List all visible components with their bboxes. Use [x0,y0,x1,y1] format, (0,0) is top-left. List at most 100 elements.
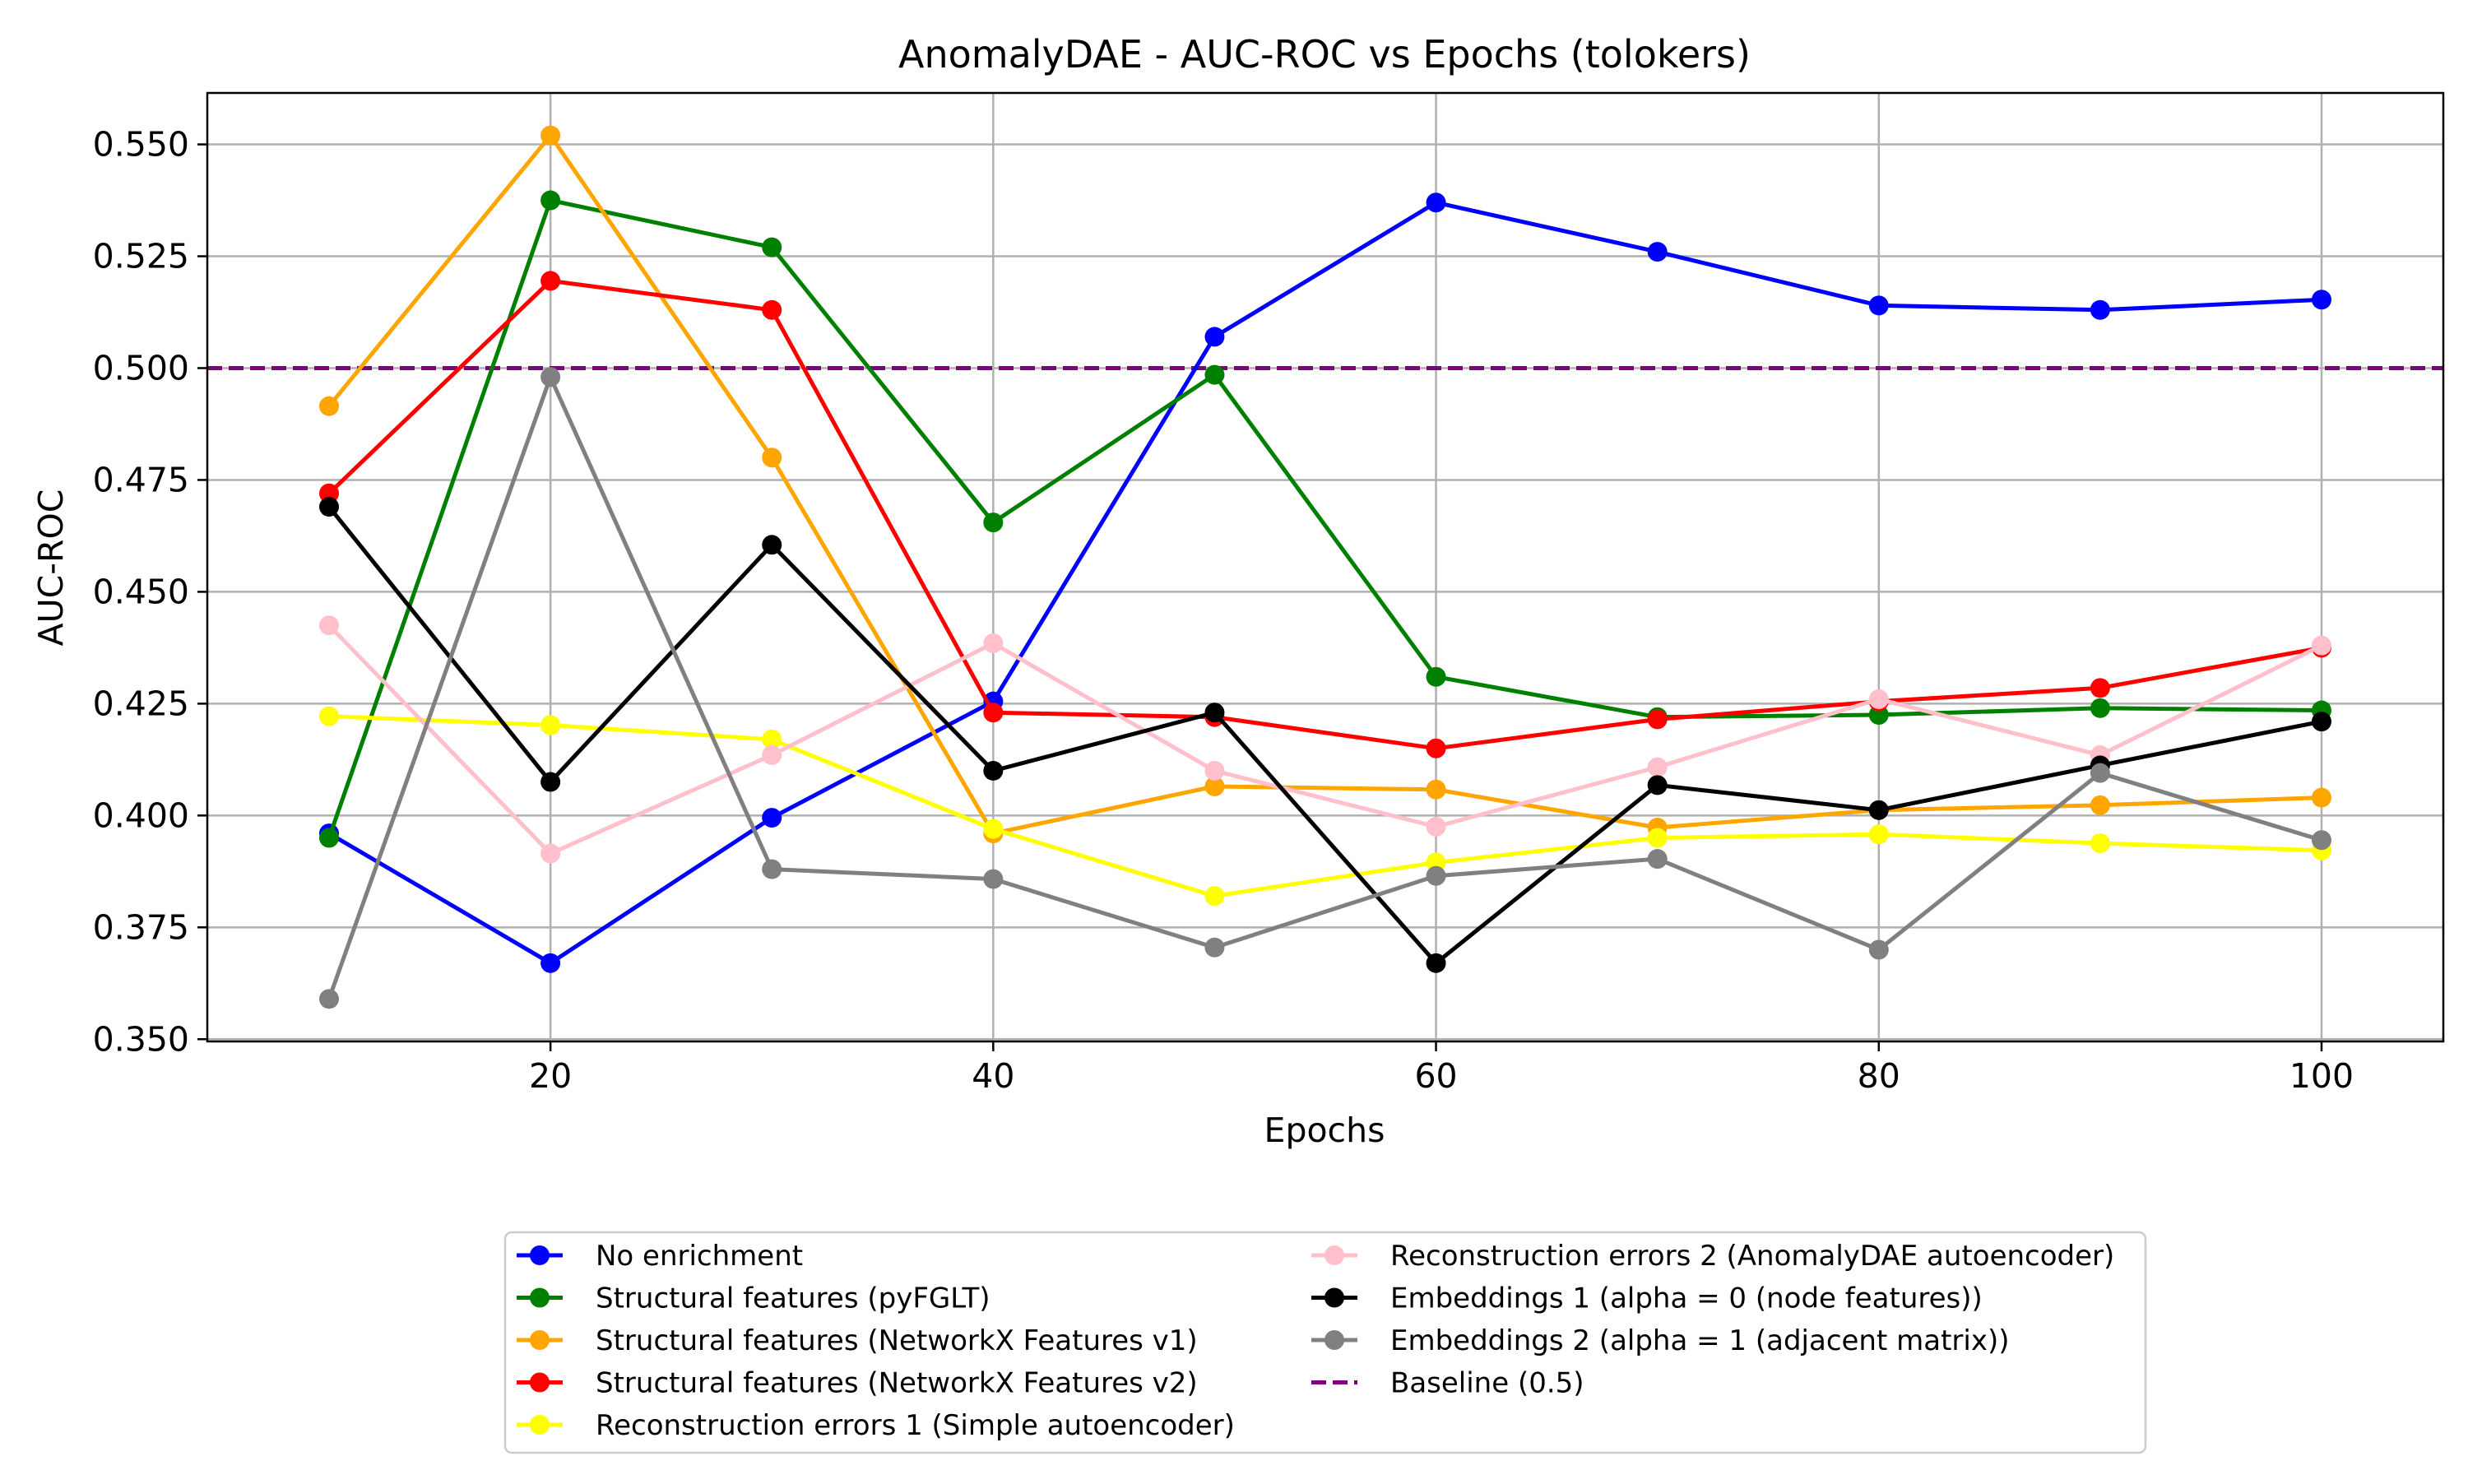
data-point [1647,849,1668,870]
y-axis-label: AUC-ROC [31,489,71,647]
data-point [540,953,561,973]
data-point [319,615,340,636]
data-point [319,497,340,517]
y-tick-label: 0.350 [93,1019,189,1059]
data-point [1426,738,1446,758]
y-tick-label: 0.400 [93,795,189,835]
series-line [328,714,2322,898]
data-point [762,299,782,320]
data-point [1647,757,1668,777]
data-point [2311,712,2331,732]
data-point [540,125,561,146]
data-point [983,512,1004,533]
data-point [762,808,782,828]
data-point [2311,787,2331,808]
data-point [762,859,782,879]
series-line [327,624,2323,856]
data-point [762,729,782,749]
data-point [762,448,782,468]
data-point [319,828,340,848]
legend-label: Structural features (NetworkX Features v… [596,1324,1198,1357]
legend-entry: Reconstruction errors 1 (Simple autoenco… [517,1409,1235,1442]
data-point [2311,290,2331,310]
data-point [1426,192,1446,213]
legend-label: Reconstruction errors 2 (AnomalyDAE auto… [1390,1240,2114,1273]
y-tick-label: 0.425 [93,684,189,723]
data-point [2090,299,2110,320]
legend-label: No enrichment [596,1240,803,1273]
data-point [2090,795,2110,815]
data-point [983,633,1004,653]
legend-entry: Structural features (NetworkX Features v… [517,1367,1198,1400]
axis-ticks: 20 40 60 80 100 0.350 0.375 0.400 0.425 0.450 0.47… [93,125,2354,1096]
chart-title: AnomalyDAE - AUC-ROC vs Epochs (tolokers… [898,32,1751,77]
legend-entry: Baseline (0.5) [1311,1367,1584,1400]
y-tick-label: 0.375 [93,907,189,947]
legend-swatch-marker [530,1415,550,1435]
data-point [1426,666,1446,687]
data-point [319,396,340,416]
data-point [1647,775,1668,795]
data-point [1204,364,1225,385]
data-point [1426,865,1446,886]
data-point [1868,824,1889,845]
data-point [319,706,340,726]
data-point [762,744,782,765]
legend-items: No enrichment Structural features (pyFGLT… [517,1240,2114,1442]
data-point [1204,760,1225,781]
data-point [1204,776,1225,796]
data-point [540,271,561,291]
x-tick-label: 80 [1858,1056,1900,1096]
data-point [1868,939,1889,960]
y-tick-label: 0.500 [93,348,189,387]
legend-label: Reconstruction errors 1 (Simple autoenco… [596,1409,1235,1442]
data-point [2090,678,2110,698]
data-point [1426,953,1446,973]
legend-entry: Embeddings 2 (alpha = 1 (adjacent matrix… [1311,1324,2009,1357]
y-tick-label: 0.525 [93,237,189,276]
legend: No enrichment Structural features (pyFGLT… [503,1231,2147,1454]
series-line [327,198,2322,839]
x-tick-label: 20 [529,1056,572,1096]
data-point [540,367,561,387]
data-point [1426,816,1446,837]
y-tick-label: 0.475 [93,460,189,499]
legend-swatch-marker [530,1330,550,1350]
x-tick-label: 100 [2289,1056,2354,1096]
series-line [327,505,2322,966]
series-group [319,192,2331,973]
legend-swatch-marker [1324,1287,1344,1308]
data-point [2090,833,2110,854]
legend-entry: Embeddings 1 (alpha = 0 (node features)) [1311,1282,1983,1315]
data-point [2311,830,2331,851]
data-point [1647,709,1668,730]
legend-label: Embeddings 1 (alpha = 0 (node features)) [1390,1282,1983,1315]
data-point [983,760,1004,781]
legend-entry: Structural features (pyFGLT) [517,1282,990,1315]
legend-swatch-marker [530,1287,550,1308]
data-point [1204,886,1225,907]
data-point [540,715,561,735]
series-group [319,706,2331,907]
grid-lines [207,93,2443,1041]
x-axis-label: Epochs [1264,1111,1385,1150]
data-point [983,819,1004,839]
data-point [1426,779,1446,800]
data-point [540,772,561,792]
data-point [1647,242,1668,262]
data-point [540,190,561,211]
legend-label: Baseline (0.5) [1390,1367,1584,1400]
y-tick-label: 0.550 [93,125,189,165]
legend-swatch-marker [1324,1330,1344,1350]
data-point [540,843,561,864]
series-line [327,374,2322,1000]
data-point [1204,703,1225,723]
data-point [1647,828,1668,848]
data-point [983,869,1004,889]
data-point [2311,635,2331,656]
legend-entry: Reconstruction errors 2 (AnomalyDAE auto… [1311,1240,2114,1273]
x-tick-label: 40 [972,1056,1014,1096]
data-point [762,237,782,257]
